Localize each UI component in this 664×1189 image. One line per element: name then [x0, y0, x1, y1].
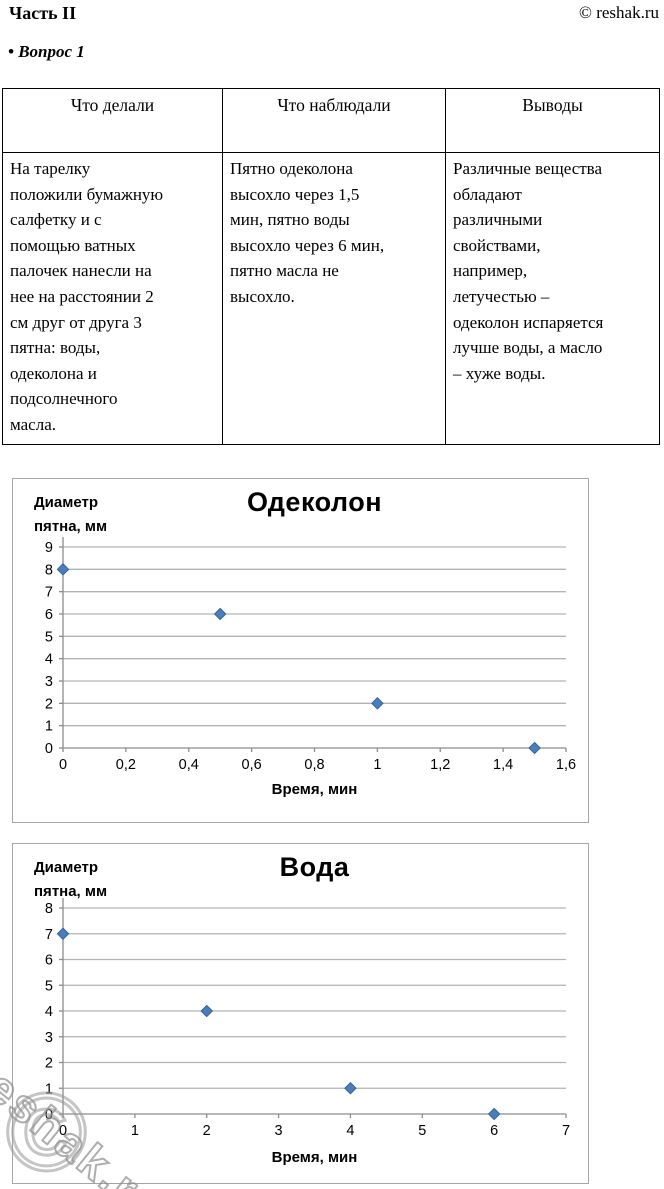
x-axis	[62, 1113, 567, 1118]
x-tick-label: 0,4	[179, 757, 199, 773]
y-tick-label: 8	[45, 901, 53, 917]
x-tick-label: 3	[275, 1123, 283, 1139]
y-axis-title: Диаметр пятна, мм	[34, 494, 108, 535]
gridlines	[63, 907, 566, 1089]
y-tick-label: 3	[45, 674, 53, 690]
column-header-what-did: Что делали	[2, 88, 223, 153]
y-tick-label: 7	[45, 585, 53, 601]
y-tick-label: 1	[45, 719, 53, 735]
y-tick-label: 6	[45, 953, 53, 969]
y-tick-labels: 0 1 2 3 4 5 6 7 8 9	[45, 540, 53, 757]
cell-what-observed: Пятно одеколона высохло через 1,5 мин, п…	[222, 152, 446, 445]
table-row: На тарелку положили бумажную салфетку и …	[2, 152, 660, 445]
part-title: Часть II	[9, 3, 77, 23]
x-tick-label: 0	[59, 1123, 67, 1139]
cell-what-did: На тарелку положили бумажную салфетку и …	[2, 152, 223, 445]
y-tick-label: 6	[45, 607, 53, 623]
y-tick-label: 7	[45, 927, 53, 943]
chart-title: Вода	[279, 852, 350, 882]
data-point	[213, 607, 227, 621]
water-chart: Диаметр пятна, мм Вода 0 1 2 3 4 5 6 7 8 0 1 2 3 4 5 6 7…	[12, 843, 589, 1184]
x-axis	[62, 747, 567, 752]
y-axis-title: Диаметр пятна, мм	[34, 859, 108, 900]
y-tick-label: 5	[45, 978, 53, 994]
data-points	[56, 927, 501, 1121]
y-tick-label: 4	[45, 1004, 53, 1020]
x-tick-label: 0	[59, 757, 67, 773]
y-tick-label: 8	[45, 562, 53, 578]
column-header-conclusions: Выводы	[445, 88, 660, 153]
y-tick-label: 2	[45, 696, 53, 712]
y-tick-label: 3	[45, 1030, 53, 1046]
copyright-text: © reshak.ru	[579, 3, 659, 22]
y-tick-label: 4	[45, 652, 53, 668]
y-tick-label: 0	[45, 741, 53, 757]
y-tick-label: 2	[45, 1056, 53, 1072]
x-tick-label: 1,4	[493, 757, 513, 773]
observation-table: Что делали Что наблюдали Выводы На тарел…	[2, 88, 660, 445]
y-tick-labels: 0 1 2 3 4 5 6 7 8	[45, 901, 53, 1123]
x-tick-label: 1	[373, 757, 381, 773]
x-tick-label: 1,2	[430, 757, 450, 773]
x-axis-title: Время, мин	[271, 781, 358, 798]
x-tick-label: 1	[131, 1123, 139, 1139]
water-plot-area: 0 1 2 3 4 5 6 7 8 0 1 2 3 4 5 6 7	[45, 898, 570, 1139]
x-tick-labels: 0 0,2 0,4 0,6 0,8 1 1,2 1,4 1,6	[59, 757, 576, 773]
question-label: • Вопрос 1	[8, 42, 85, 61]
x-tick-label: 0,6	[242, 757, 262, 773]
data-point	[487, 1107, 501, 1121]
y-tick-label: 9	[45, 540, 53, 556]
x-axis-title: Время, мин	[271, 1149, 358, 1166]
cologne-chart: Диаметр пятна, мм Одеколон 0 1 2 3 4 5 6 7 8 9 0 0,…	[12, 478, 589, 823]
x-tick-label: 7	[562, 1123, 570, 1139]
data-point	[371, 697, 384, 710]
cell-conclusions: Различные вещества обладают различными с…	[445, 152, 660, 445]
data-points	[56, 563, 541, 755]
x-tick-label: 5	[418, 1123, 426, 1139]
x-tick-label: 1,6	[556, 757, 576, 773]
x-tick-label: 4	[346, 1123, 354, 1139]
data-point	[200, 1004, 214, 1018]
x-tick-labels: 0 1 2 3 4 5 6 7	[59, 1123, 570, 1139]
y-tick-label: 5	[45, 629, 53, 645]
chart-title: Одеколон	[246, 487, 383, 517]
cologne-plot-area: 0 1 2 3 4 5 6 7 8 9 0 0,2 0,4 0,6 0,8 1 1,2 1,4 1,6	[45, 537, 576, 773]
data-point	[56, 927, 70, 941]
y-tick-label: 0	[45, 1107, 53, 1123]
x-tick-label: 0,2	[116, 757, 136, 773]
data-point	[56, 563, 70, 576]
table-header-row: Что делали Что наблюдали Выводы	[2, 88, 660, 153]
y-tick-label: 1	[45, 1081, 53, 1097]
data-point	[344, 1081, 357, 1095]
column-header-what-observed: Что наблюдали	[222, 88, 446, 153]
data-point	[528, 741, 541, 755]
x-tick-label: 6	[490, 1123, 498, 1139]
x-tick-label: 0,8	[304, 757, 324, 773]
x-tick-label: 2	[203, 1123, 211, 1139]
gridlines	[63, 546, 566, 727]
